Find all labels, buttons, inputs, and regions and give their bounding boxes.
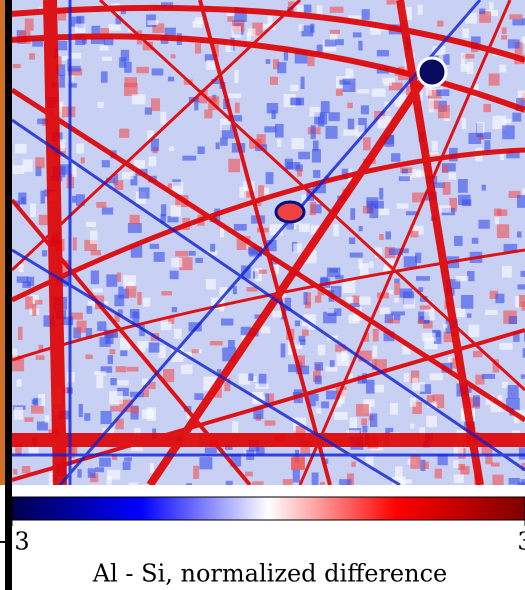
neighbor-panel [0, 0, 5, 485]
colorbar [12, 497, 525, 520]
colorbar-label: Al - Si, normalized difference [92, 560, 447, 588]
heatmap-image [10, 0, 525, 495]
colorbar-tick-label: 3 [517, 528, 525, 556]
colorbar-tick-label: −3 [0, 528, 30, 556]
figure: Al - Si, normalized difference −3 3 [0, 0, 525, 590]
panel-divider [5, 0, 12, 590]
